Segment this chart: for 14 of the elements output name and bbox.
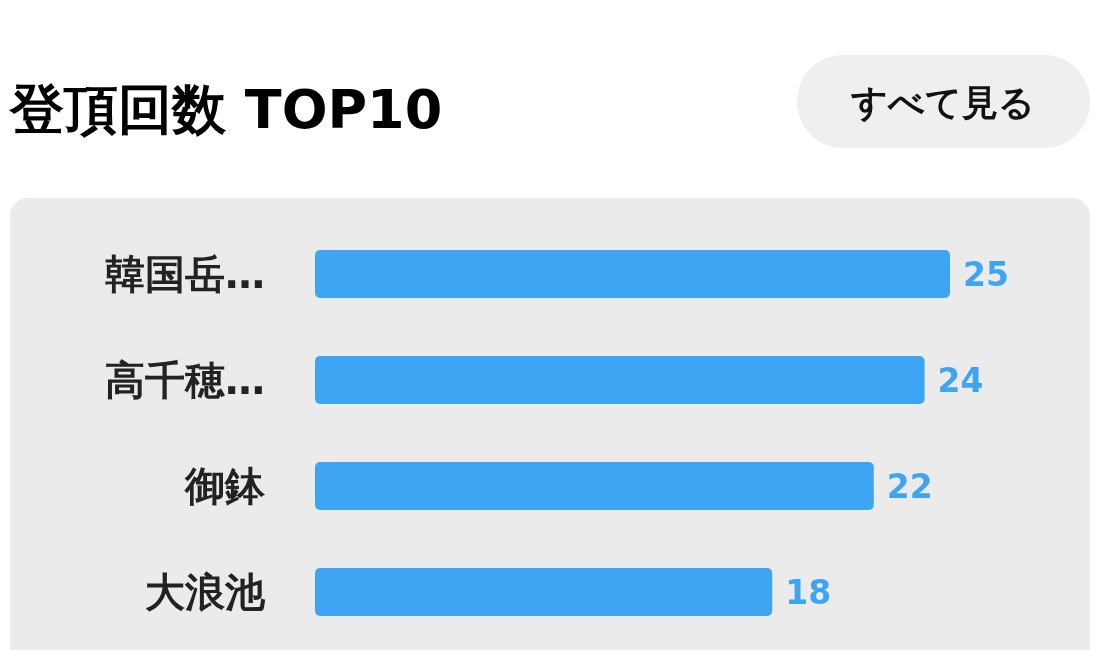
y-tick-label: 韓国岳…	[105, 251, 265, 297]
bar	[315, 250, 950, 298]
data-label: 18	[785, 573, 832, 612]
data-label: 25	[963, 255, 1009, 294]
y-tick-label: 御鉢	[184, 463, 266, 509]
bar	[315, 568, 773, 616]
y-tick-label: 大浪池	[145, 569, 266, 615]
bar	[315, 356, 925, 404]
data-label: 24	[937, 361, 984, 400]
bar	[315, 462, 874, 510]
y-tick-label: 高千穂…	[105, 357, 265, 403]
title: 登頂回数 TOP10	[10, 78, 443, 141]
data-label: 22	[886, 467, 933, 506]
button: すべて見る	[797, 55, 1090, 148]
